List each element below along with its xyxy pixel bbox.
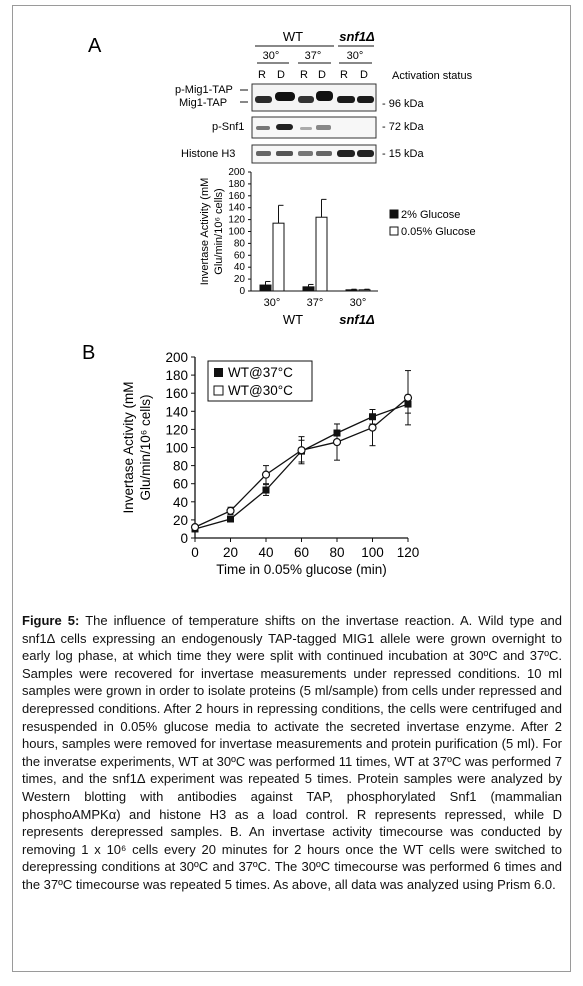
lane-label-2: D (277, 69, 285, 81)
lane-label-3: R (300, 69, 308, 81)
blot-label-p-snf1: p-Snf1 (212, 121, 244, 133)
lane-label-1: R (258, 69, 266, 81)
line-legend-marker (213, 385, 224, 396)
bar-y-tick-label: 140 (228, 203, 245, 214)
bar-y-tick-label: 40 (234, 262, 246, 273)
line-point-circle (226, 506, 235, 515)
line-y-tick-label: 180 (165, 368, 188, 383)
line-x-tick-label: 100 (361, 545, 384, 560)
line-y-tick-label: 40 (173, 495, 188, 510)
temp-header-1: 30° (263, 50, 280, 62)
bar-category-label: 37° (307, 297, 324, 309)
blot-label-p-mig1: p-Mig1-TAP (175, 84, 233, 96)
bar-legend-label: 0.05% Glucose (401, 226, 476, 238)
line-y-tick-label: 200 (165, 350, 188, 365)
line-x-tick-label: 20 (223, 545, 238, 560)
invertase-timecourse-chart: 0 20 40 60 80 100 120 140 160 180 200 0 20 40 60 80 100 1… (121, 350, 419, 577)
figure-panels: A WT snf1Δ 30° 37° 30° R D R D R D Activ… (82, 29, 476, 577)
blot-histone-h3 (251, 144, 377, 164)
line-x-tick-label: 60 (294, 545, 309, 560)
activation-status-label: Activation status (392, 70, 473, 82)
blot-mig1 (251, 83, 377, 112)
line-point-circle (261, 470, 271, 479)
line-y-tick-label: 140 (165, 404, 188, 419)
line-point-square (227, 515, 234, 523)
strain-header-snf1: snf1Δ (339, 29, 375, 44)
bar-category-label: 30° (264, 297, 281, 309)
line-y-axis-label-2: Glu/min/10⁶ cells) (138, 394, 153, 500)
strain-header-wt: WT (283, 29, 303, 44)
bar (272, 222, 285, 292)
line-y-tick-label: 100 (165, 441, 188, 456)
bar-y-tick-label: 0 (239, 286, 245, 297)
line-point-square (262, 486, 270, 494)
panel-b-label: B (82, 342, 95, 364)
line-x-tick-label: 0 (191, 545, 199, 560)
blot-label-histone: Histone H3 (181, 148, 235, 160)
temp-header-3: 30° (347, 50, 364, 62)
bar-y-axis-label-2: Glu/min/10⁶ cells) (213, 188, 225, 274)
marker-96kda: - 96 kDa (382, 98, 424, 110)
bar-y-tick-label: 60 (234, 250, 246, 261)
figure-caption: Figure 5: The influence of temperature s… (22, 612, 562, 894)
bar-y-axis-label-1: Invertase Activity (mM (199, 178, 211, 286)
line-legend-marker (214, 368, 223, 377)
bar-legend-label: 2% Glucose (401, 209, 460, 221)
blot-label-mig1: Mig1-TAP (179, 97, 227, 109)
marker-72kda: - 72 kDa (382, 121, 424, 133)
line-x-tick-label: 80 (329, 545, 344, 560)
bar-y-tick-label: 20 (234, 274, 246, 285)
line-point-circle (368, 423, 377, 432)
figure-frame (12, 5, 571, 972)
line-y-tick-label: 160 (165, 386, 188, 401)
line-y-tick-label: 60 (173, 477, 188, 492)
line-point-circle (332, 437, 342, 447)
bar-y-tick-label: 180 (228, 179, 245, 190)
line-y-tick-label: 0 (180, 531, 188, 546)
line-legend-label: WT@37°C (228, 365, 293, 380)
blot-p-snf1 (251, 116, 377, 139)
bar (345, 289, 358, 292)
caption-title: Figure 5: (22, 613, 80, 628)
line-point-circle (403, 393, 413, 402)
line-x-axis-label: Time in 0.05% glucose (min) (216, 562, 387, 577)
bar-y-tick-label: 80 (234, 238, 246, 249)
bar (315, 216, 328, 292)
line-legend-label: WT@30°C (228, 383, 293, 398)
panel-a-label: A (88, 35, 102, 57)
bar-y-tick-label: 100 (228, 227, 245, 238)
marker-15kda: - 15 kDa (382, 148, 424, 160)
bar-y-tick-label: 120 (228, 215, 245, 226)
line-legend-box (207, 360, 313, 402)
caption-text: The influence of temperature shifts on t… (22, 613, 562, 892)
bar-category-label: 30° (350, 297, 367, 309)
lane-label-6: D (360, 69, 368, 81)
line-y-tick-label: 120 (165, 422, 188, 437)
bar-legend-swatch (389, 226, 399, 236)
bar (358, 289, 371, 292)
line-y-axis-label-1: Invertase Activity (mM (121, 381, 136, 513)
bar-legend-swatch (389, 209, 399, 219)
bar-y-tick-label: 200 (228, 167, 245, 178)
lane-label-4: D (318, 69, 326, 81)
temp-header-2: 37° (305, 50, 322, 62)
line-y-tick-label: 20 (173, 513, 188, 528)
line-point-circle (190, 523, 200, 532)
bar-y-tick-label: 160 (228, 191, 245, 202)
bar-group-label-snf1: snf1Δ (339, 312, 375, 327)
line-point-circle (297, 446, 306, 455)
bar (259, 284, 272, 292)
line-x-tick-label: 120 (397, 545, 420, 560)
line-x-tick-label: 40 (258, 545, 273, 560)
line-y-tick-label: 80 (173, 459, 188, 474)
bar-group-label-wt: WT (283, 312, 303, 327)
lane-label-5: R (340, 69, 348, 81)
bar (302, 286, 315, 292)
